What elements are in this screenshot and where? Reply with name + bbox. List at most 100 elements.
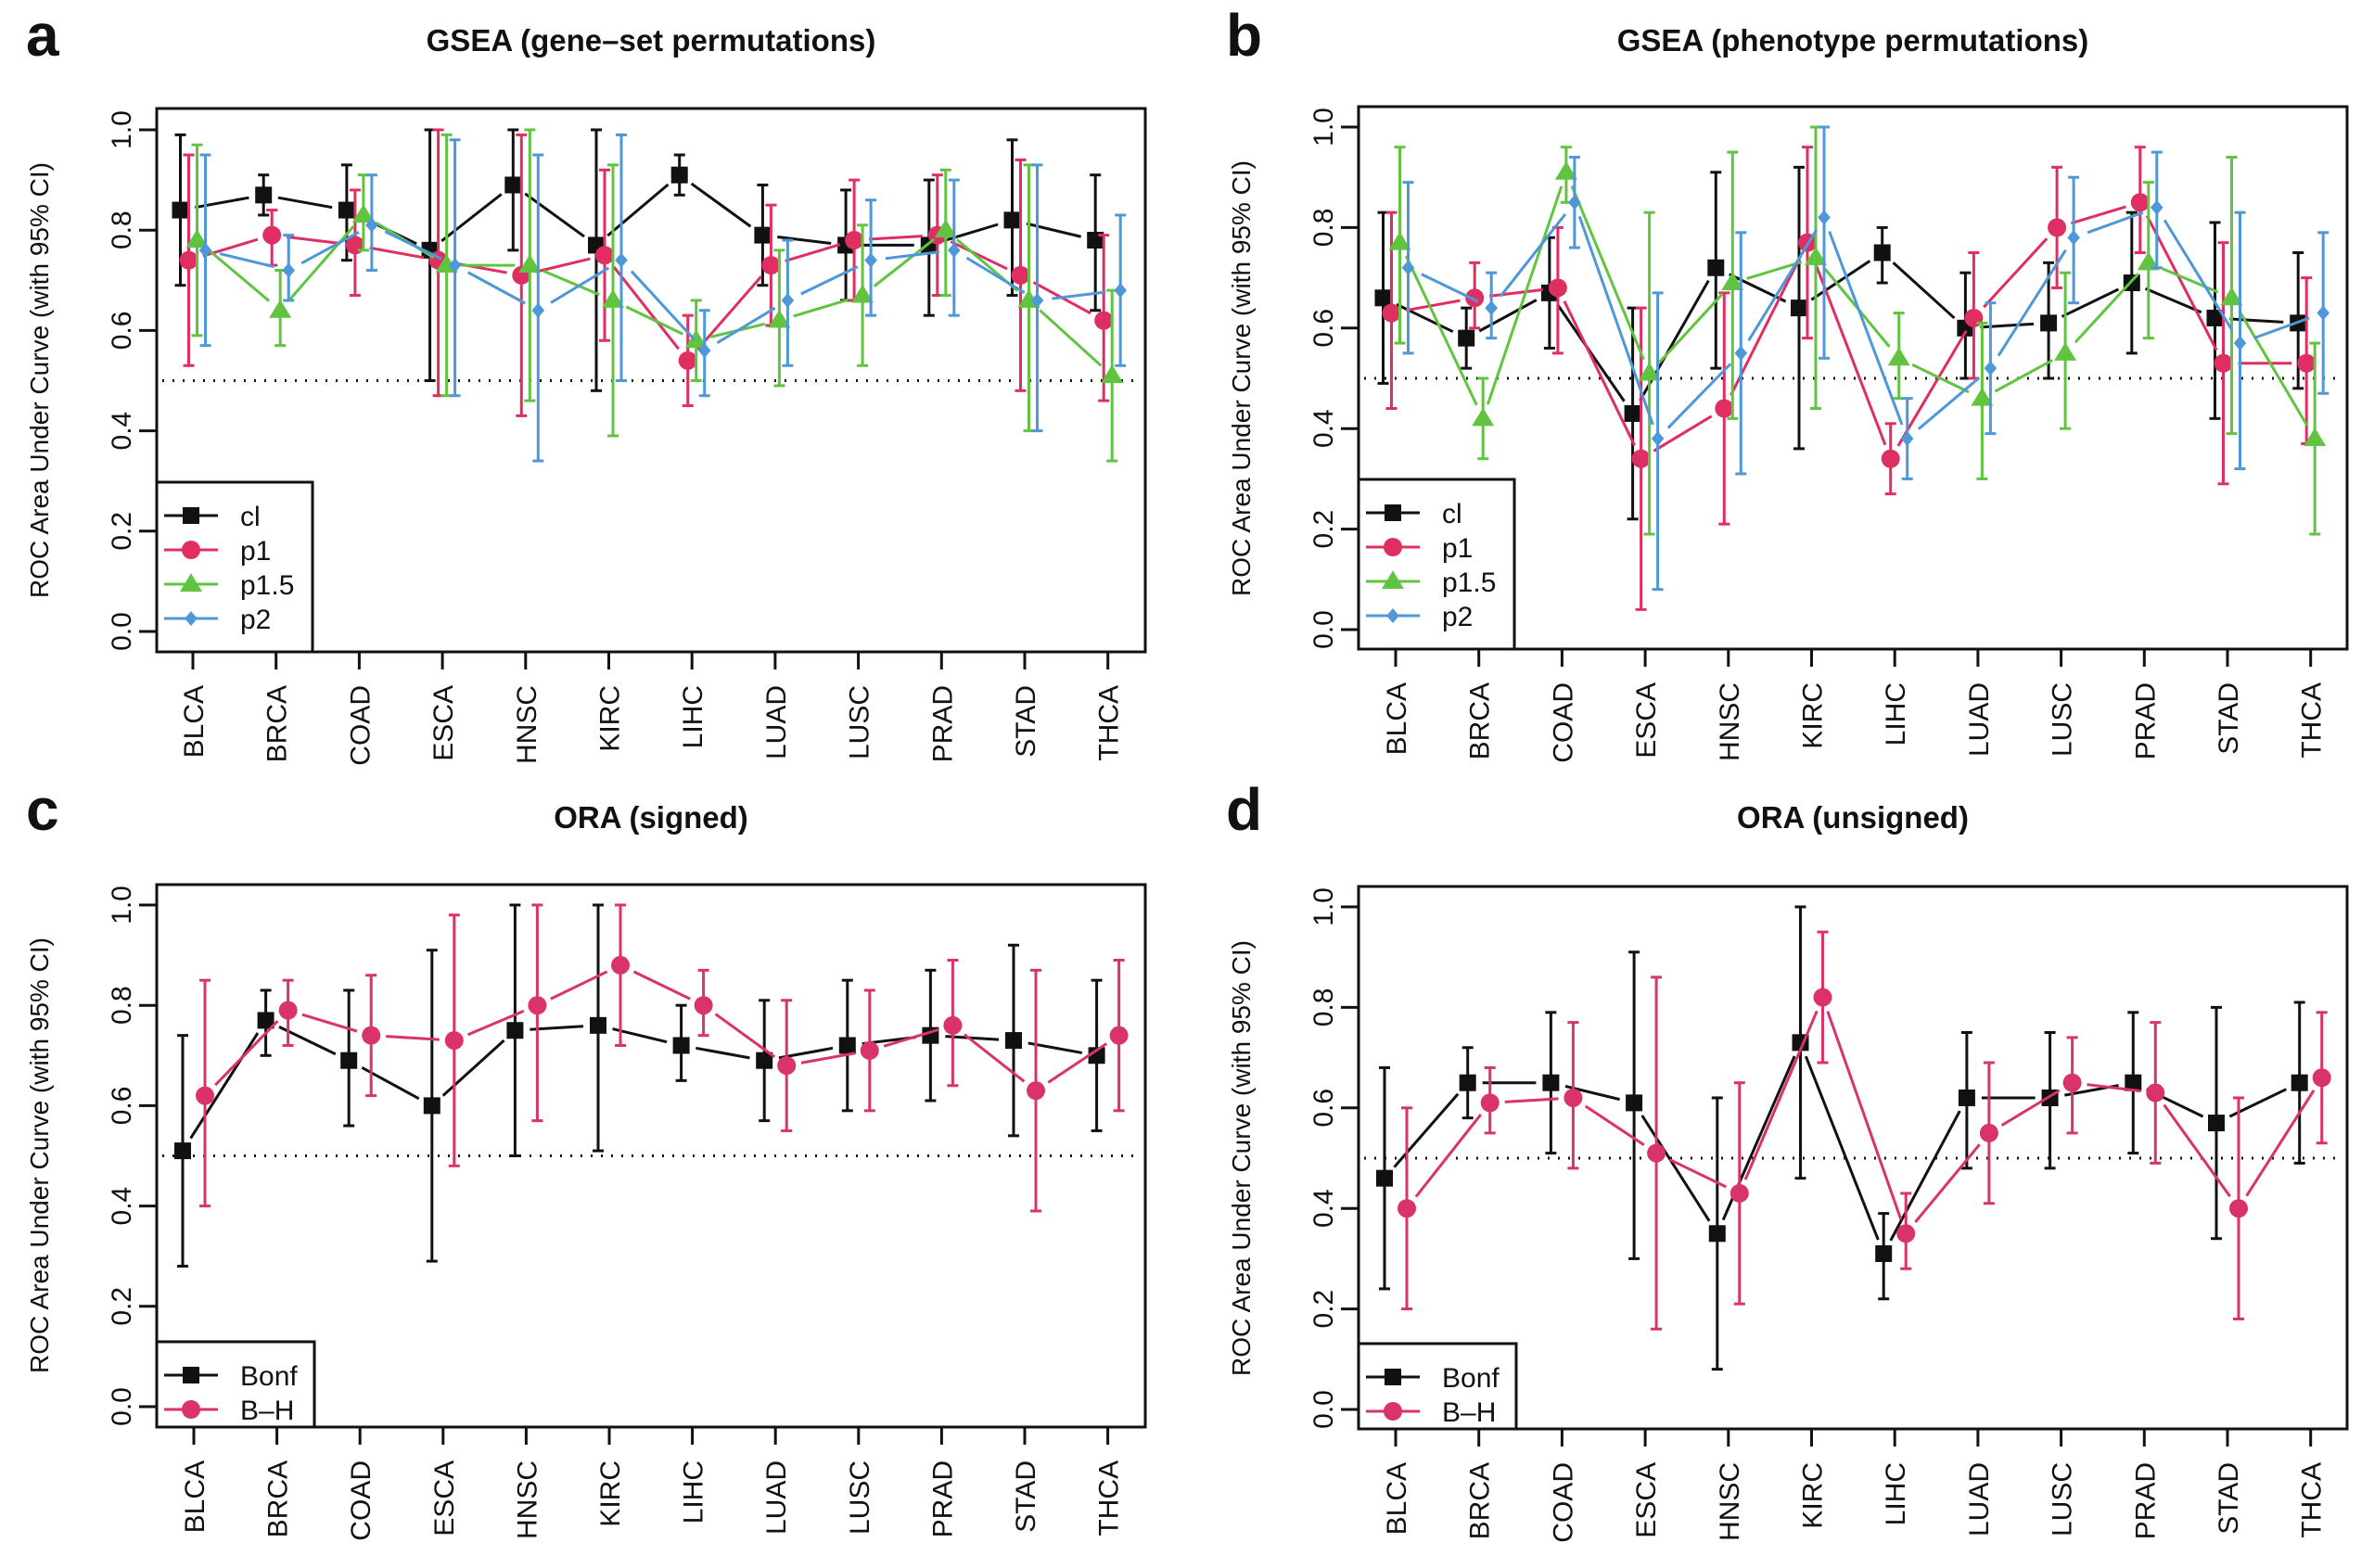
x-tick-label: LUAD: [761, 685, 792, 759]
legend-label: p1: [1442, 533, 1473, 564]
data-point: [1398, 1199, 1416, 1218]
series-cl: [1374, 165, 2307, 521]
series-line-segment: [625, 305, 683, 336]
data-point: [444, 1031, 464, 1051]
series-line-segment: [1396, 302, 1454, 334]
data-point: [1708, 1225, 1726, 1243]
data-point: [1554, 161, 1577, 180]
data-point: [1964, 308, 1984, 327]
series-line-segment: [1570, 185, 1645, 361]
data-point: [1027, 1081, 1045, 1101]
series-line-segment: [2087, 1083, 2141, 1093]
data-point: [756, 1052, 773, 1069]
series-bh: [1398, 930, 2331, 1331]
panel-c: c ORA (signed) ROC Area Under Curve (wit…: [25, 776, 1147, 1541]
data-point: [1401, 260, 1415, 275]
y-tick-label: 0.8: [1308, 209, 1339, 248]
data-point: [1979, 1123, 1998, 1142]
x-tick-label: BRCA: [1465, 1462, 1496, 1539]
data-point: [1101, 364, 1124, 384]
legend-label: p1: [240, 536, 271, 567]
x-tick-label: HNSC: [512, 1460, 542, 1539]
y-tick-label: 0.4: [107, 412, 137, 451]
series-line-segment: [777, 236, 832, 246]
legend: Bonf B–H: [155, 1340, 316, 1429]
data-point: [1382, 303, 1401, 323]
y-tick-label: 0.8: [1308, 988, 1339, 1027]
data-point: [1480, 1093, 1500, 1113]
y-tick-label: 0.6: [1308, 309, 1339, 348]
panel-letter-a: a: [26, 2, 59, 69]
series-line-segment: [630, 270, 696, 341]
x-tick-label: HNSC: [1715, 682, 1745, 761]
series-line-segment: [800, 1052, 856, 1064]
data-point: [365, 217, 378, 233]
series-p2: [1401, 125, 2329, 592]
panel-b: b GSEA (phenotype permutations) ROC Area…: [1226, 2, 2349, 763]
series-line-segment: [1414, 1114, 1482, 1198]
x-tick-label: BLCA: [180, 1460, 211, 1533]
y-tick-label: 0.0: [107, 612, 137, 651]
series-line-segment: [965, 256, 1026, 294]
legend-label: B–H: [1442, 1397, 1496, 1428]
x-tick-label: KIRC: [595, 1460, 626, 1527]
panel-a: a GSEA (gene–set permutations) ROC Area …: [25, 2, 1147, 766]
legend-circle-icon: [1384, 1402, 1402, 1421]
series-bonf: [174, 903, 1105, 1268]
data-point: [761, 256, 781, 275]
x-tick-label: LIHC: [1881, 1462, 1911, 1525]
data-point: [1984, 361, 1997, 376]
data-point: [531, 302, 545, 318]
data-point: [1900, 431, 1914, 447]
y-tick-label: 1.0: [107, 886, 137, 924]
data-point: [845, 231, 864, 250]
x-tick-label: LUSC: [2048, 1462, 2078, 1536]
panel-title: GSEA (gene–set permutations): [427, 23, 876, 57]
y-tick-label: 0.6: [1308, 1089, 1339, 1128]
data-point: [340, 1052, 358, 1069]
data-point: [595, 246, 614, 265]
y-axis-label: ROC Area Under Curve (with 95% CI): [1227, 160, 1256, 596]
data-point: [1626, 1094, 1643, 1112]
y-tick-label: 0.4: [1308, 1189, 1339, 1228]
data-point: [174, 1142, 191, 1160]
data-point: [1791, 300, 1807, 317]
series-line-segment: [300, 231, 360, 265]
series-line-segment: [1997, 249, 2067, 357]
series-line-segment: [612, 265, 680, 351]
data-point: [2137, 251, 2160, 271]
panel-letter-d: d: [1226, 776, 1262, 843]
series-line-segment: [1047, 1042, 1108, 1084]
series-line-segment: [440, 193, 503, 243]
legend-label: Bonf: [240, 1361, 298, 1392]
legend-item: p1.5: [164, 570, 294, 601]
series-line-segment: [2238, 310, 2309, 427]
x-tick-label: LIHC: [1881, 682, 1911, 746]
series-p1: [1382, 146, 2317, 611]
x-tick-label: THCA: [1094, 1460, 1125, 1536]
legend-square-icon: [1385, 1369, 1401, 1385]
legend-circle-icon: [182, 541, 200, 559]
plot-area: 0.0 0.2 0.4 0.6 0.8 1.0 BLCA BRCA COAD ESCA HNSC KI…: [1308, 105, 2349, 763]
plot-area: 0.0 0.2 0.4 0.6 0.8 1.0 BLCA BRCA COAD ESCA HNSC KI…: [107, 107, 1147, 766]
x-tick-label: STAD: [1011, 1460, 1041, 1533]
series-line-segment: [2229, 317, 2284, 324]
series-line-segment: [194, 196, 249, 210]
legend-triangle-icon: [180, 573, 202, 592]
data-point: [262, 225, 282, 245]
legend-label: p2: [240, 605, 271, 635]
series-line-segment: [550, 970, 608, 1001]
series-line-segment: [550, 266, 610, 304]
legend-item: Bonf: [1366, 1363, 1500, 1394]
series-line-segment: [2144, 287, 2202, 314]
data-point: [768, 309, 791, 328]
series-line-segment: [1653, 414, 1713, 453]
x-tick-label: ESCA: [1631, 1462, 1662, 1538]
x-tick-label: PRAD: [2130, 1462, 2161, 1539]
series-line-segment: [1052, 290, 1106, 300]
series-line-segment: [606, 183, 670, 237]
data-point: [1388, 231, 1411, 250]
series-line-segment: [1563, 300, 1636, 446]
